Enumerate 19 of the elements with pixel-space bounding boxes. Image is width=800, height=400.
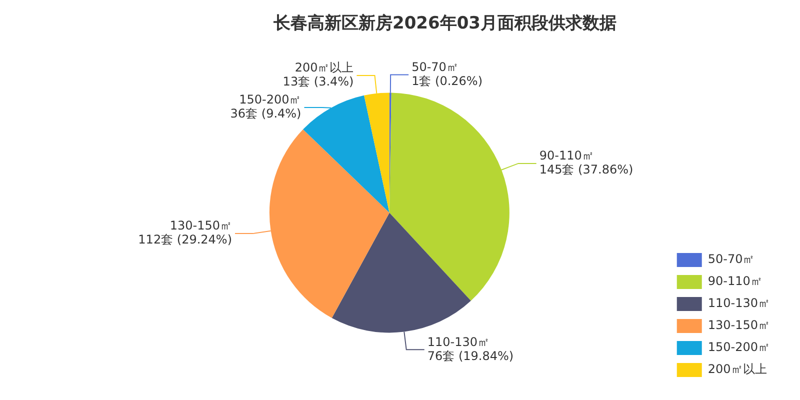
slice-label: 200㎡以上 bbox=[294, 60, 354, 75]
legend-label: 50-70㎡ bbox=[708, 252, 755, 266]
data-label: 145套 (37.86%) bbox=[539, 162, 634, 177]
slice-label: 150-200㎡ bbox=[239, 92, 302, 107]
legend-label: 130-150㎡ bbox=[708, 318, 770, 332]
data-label: 76套 (19.84%) bbox=[427, 348, 514, 363]
legend-label: 90-110㎡ bbox=[708, 274, 762, 288]
legend-label: 150-200㎡ bbox=[708, 340, 770, 354]
slice-label: 50-70㎡ bbox=[412, 60, 458, 74]
slice-label: 130-150㎡ bbox=[170, 218, 232, 233]
slice-label: 90-110㎡ bbox=[539, 148, 594, 163]
legend-label: 110-130㎡ bbox=[708, 296, 770, 310]
data-label: 36套 (9.4%) bbox=[230, 106, 302, 121]
chart-title: 长春高新区新房2026年03月面积段供求数据 bbox=[272, 14, 616, 34]
legend-label: 200㎡以上 bbox=[708, 362, 767, 376]
slice-label: 110-130㎡ bbox=[427, 334, 490, 349]
data-label: 1套 (0.26%) bbox=[412, 74, 482, 88]
data-label: 13套 (3.4%) bbox=[282, 74, 354, 89]
data-label: 112套 (29.24%) bbox=[138, 232, 232, 247]
